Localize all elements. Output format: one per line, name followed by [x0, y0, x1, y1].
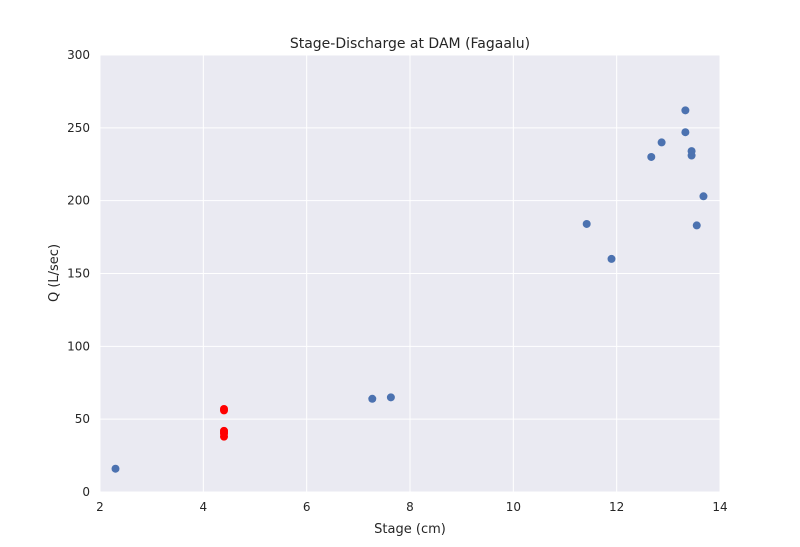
x-tick-label: 4	[200, 500, 208, 514]
data-point	[681, 128, 690, 137]
y-axis-label: Q (L/sec)	[47, 244, 62, 302]
y-tick-label: 300	[67, 48, 90, 62]
grid-lines	[99, 54, 721, 493]
x-tick-labels: 2 4 6 8 10 12 14	[96, 500, 727, 514]
data-point	[111, 464, 120, 473]
y-tick-label: 50	[75, 412, 90, 426]
x-tick-label: 14	[712, 500, 727, 514]
y-tick-label: 150	[67, 267, 90, 281]
data-point	[692, 221, 701, 230]
y-tick-label: 100	[67, 339, 90, 353]
y-tick-label: 0	[82, 485, 90, 499]
x-axis-label: Stage (cm)	[374, 522, 446, 537]
data-point	[681, 106, 690, 115]
x-tick-label: 6	[303, 500, 311, 514]
data-point	[657, 138, 666, 147]
data-point	[647, 152, 656, 161]
y-tick-label: 200	[67, 194, 90, 208]
y-tick-labels: 0 50 100 150 200 250 300	[67, 48, 90, 499]
chart-title: Stage-Discharge at DAM (Fagaalu)	[290, 36, 530, 52]
x-tick-label: 8	[406, 500, 414, 514]
data-point	[220, 426, 228, 435]
x-tick-label: 2	[96, 500, 104, 514]
data-point	[607, 254, 616, 263]
data-points	[111, 106, 708, 473]
x-tick-label: 10	[506, 500, 521, 514]
data-point	[220, 404, 228, 413]
y-tick-label: 250	[67, 121, 90, 135]
data-point	[687, 151, 696, 160]
data-point	[386, 393, 395, 402]
data-point	[368, 394, 377, 403]
data-point	[582, 219, 591, 228]
data-point	[699, 192, 708, 201]
x-tick-label: 12	[609, 500, 624, 514]
